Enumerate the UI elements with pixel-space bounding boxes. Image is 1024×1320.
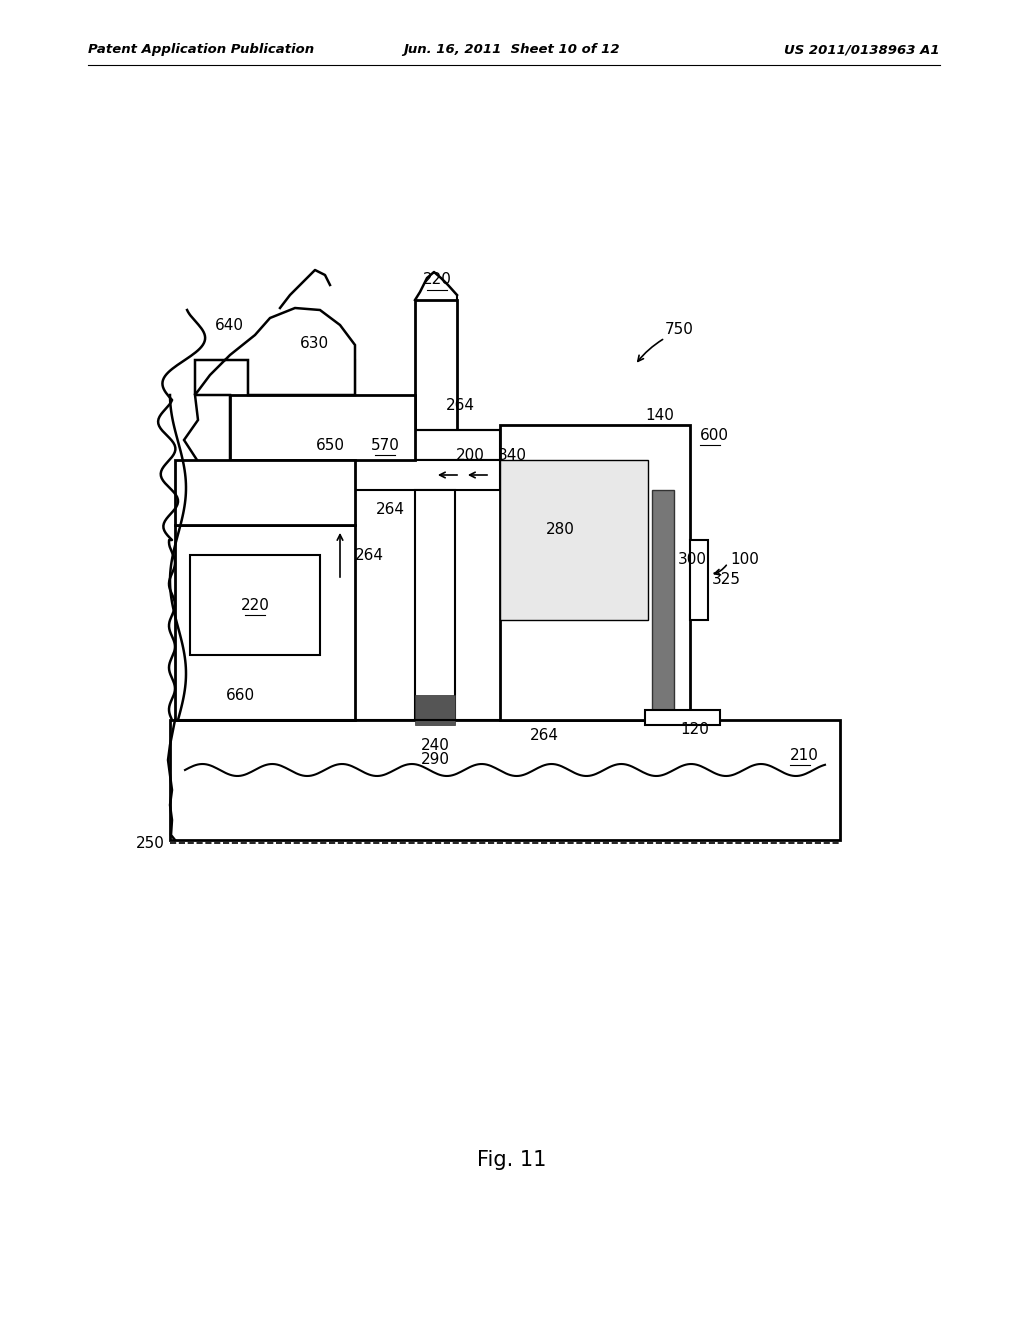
Text: 630: 630 <box>300 335 329 351</box>
Text: Jun. 16, 2011  Sheet 10 of 12: Jun. 16, 2011 Sheet 10 of 12 <box>403 44 621 57</box>
Bar <box>415 430 500 459</box>
Bar <box>190 554 319 655</box>
Text: 570: 570 <box>371 437 399 453</box>
Bar <box>230 395 415 459</box>
Text: 600: 600 <box>700 428 729 442</box>
Bar <box>355 459 500 490</box>
Bar <box>645 710 720 725</box>
Polygon shape <box>195 308 355 395</box>
Text: 264: 264 <box>376 503 404 517</box>
Text: 210: 210 <box>790 747 819 763</box>
Text: Fig. 11: Fig. 11 <box>477 1150 547 1170</box>
Text: 100: 100 <box>730 553 759 568</box>
Text: 264: 264 <box>445 397 474 412</box>
Bar <box>248 360 355 395</box>
Bar <box>652 490 674 710</box>
Text: 325: 325 <box>712 573 741 587</box>
Text: 340: 340 <box>498 447 527 462</box>
Text: 264: 264 <box>530 727 559 742</box>
Text: US 2011/0138963 A1: US 2011/0138963 A1 <box>784 44 940 57</box>
Text: 200: 200 <box>456 447 484 462</box>
Bar <box>500 425 690 719</box>
Text: 750: 750 <box>665 322 694 338</box>
Bar <box>175 459 355 525</box>
Text: 140: 140 <box>645 408 674 422</box>
Bar <box>415 696 455 725</box>
Polygon shape <box>175 395 230 719</box>
Text: 120: 120 <box>680 722 709 738</box>
Text: 220: 220 <box>423 272 452 288</box>
Text: 240: 240 <box>421 738 450 752</box>
Bar <box>415 300 457 430</box>
Bar <box>175 525 355 719</box>
Text: 660: 660 <box>225 688 255 702</box>
Bar <box>170 719 840 840</box>
Text: Patent Application Publication: Patent Application Publication <box>88 44 314 57</box>
Bar <box>690 540 708 620</box>
Text: 250: 250 <box>136 836 165 850</box>
Polygon shape <box>355 430 415 459</box>
Text: 264: 264 <box>355 548 384 562</box>
Text: 220: 220 <box>241 598 269 612</box>
Bar <box>415 490 455 719</box>
Text: 290: 290 <box>421 752 450 767</box>
Text: 300: 300 <box>678 553 707 568</box>
Text: 280: 280 <box>546 523 574 537</box>
Text: 640: 640 <box>215 318 244 333</box>
Bar <box>500 459 648 620</box>
Text: 650: 650 <box>316 437 345 453</box>
